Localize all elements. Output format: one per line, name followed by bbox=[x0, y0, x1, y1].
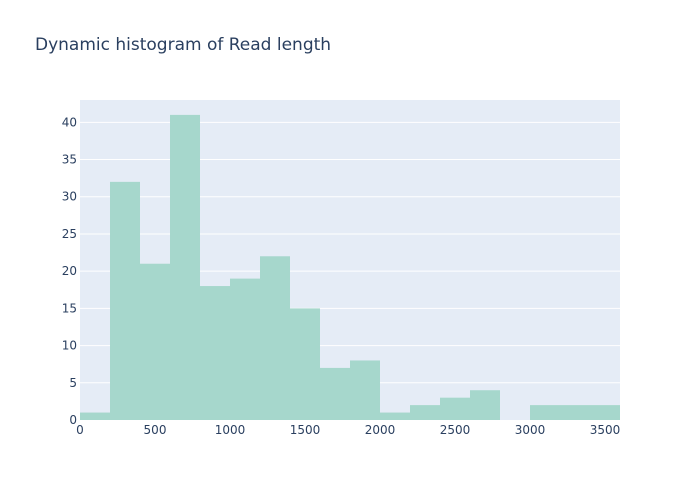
histogram-bar bbox=[80, 412, 110, 420]
y-tick-label: 0 bbox=[69, 413, 77, 427]
histogram-bar bbox=[470, 390, 500, 420]
x-tick-label: 0 bbox=[76, 423, 84, 437]
histogram-bar bbox=[320, 367, 350, 420]
histogram-bar bbox=[530, 405, 560, 420]
y-tick-label: 40 bbox=[62, 115, 77, 129]
x-tick-label: 3000 bbox=[515, 423, 546, 437]
histogram-bar bbox=[230, 278, 260, 420]
x-tick-label: 1500 bbox=[290, 423, 321, 437]
x-tick-label: 500 bbox=[144, 423, 167, 437]
histogram-bar bbox=[290, 308, 320, 420]
histogram-bar bbox=[170, 114, 200, 420]
histogram-bar bbox=[380, 412, 410, 420]
x-tick-label: 2500 bbox=[440, 423, 471, 437]
y-tick-label: 20 bbox=[62, 264, 77, 278]
histogram-bar bbox=[560, 405, 590, 420]
chart-title: Dynamic histogram of Read length bbox=[35, 35, 331, 55]
x-axis-ticks: 0 500 1000 1500 2000 2500 3000 3500 bbox=[76, 423, 620, 437]
histogram-bar bbox=[110, 181, 140, 420]
x-tick-label: 3500 bbox=[590, 423, 621, 437]
histogram-bar bbox=[410, 405, 440, 420]
y-tick-label: 30 bbox=[62, 190, 77, 204]
histogram-bar bbox=[350, 360, 380, 420]
histogram-bars bbox=[80, 114, 620, 420]
histogram-bar bbox=[260, 256, 290, 420]
y-axis-ticks: 0 5 10 15 20 25 30 35 40 bbox=[62, 115, 77, 427]
histogram-bar bbox=[440, 397, 470, 420]
histogram-bar bbox=[140, 263, 170, 420]
histogram-bar bbox=[590, 405, 620, 420]
histogram-bar bbox=[200, 286, 230, 420]
y-tick-label: 10 bbox=[62, 339, 77, 353]
x-tick-label: 1000 bbox=[215, 423, 246, 437]
y-tick-label: 15 bbox=[62, 301, 77, 315]
y-tick-label: 5 bbox=[69, 376, 77, 390]
y-tick-label: 25 bbox=[62, 227, 77, 241]
x-tick-label: 2000 bbox=[365, 423, 396, 437]
y-tick-label: 35 bbox=[62, 153, 77, 167]
